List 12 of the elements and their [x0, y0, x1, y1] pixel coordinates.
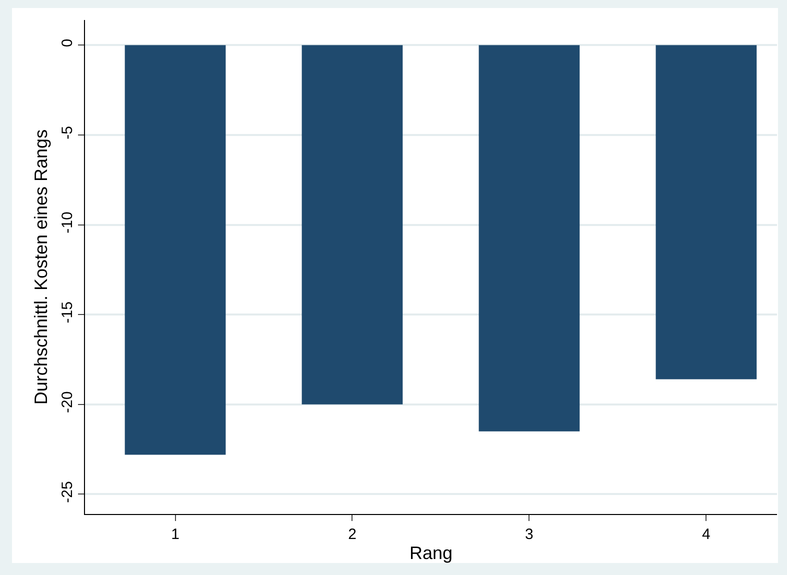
y-tick-label: -15 — [59, 302, 76, 324]
x-tick-label: 4 — [702, 526, 710, 543]
y-tick-label: -25 — [59, 481, 76, 503]
y-tick-label: -20 — [59, 391, 76, 414]
y-tick-label: -10 — [59, 212, 76, 234]
x-axis-title: Rang — [409, 543, 453, 563]
x-tick-label: 2 — [348, 526, 356, 543]
y-tick-label: -5 — [59, 126, 76, 140]
y-axis-title: Durchschnittl. Kosten eines Rangs — [31, 129, 52, 405]
y-tick-label: 0 — [59, 38, 76, 48]
x-tick-label: 3 — [525, 526, 534, 543]
x-tick-label: 1 — [171, 526, 180, 543]
